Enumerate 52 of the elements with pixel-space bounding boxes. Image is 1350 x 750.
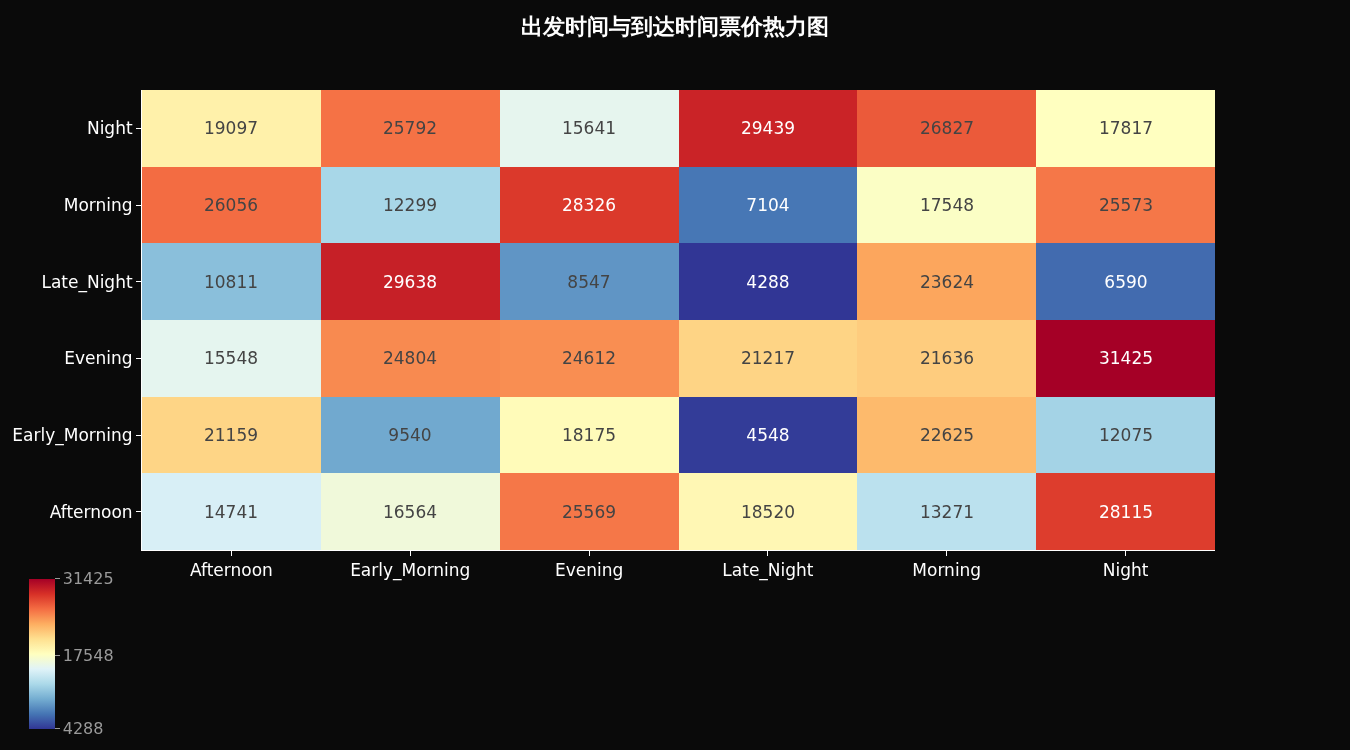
data-label: 15548 [203, 347, 259, 368]
data-label: 12075 [1098, 424, 1154, 445]
data-label: 25569 [561, 501, 617, 522]
data-label: 6590 [1104, 271, 1148, 292]
data-label: 16564 [382, 501, 438, 522]
data-label: 13271 [919, 501, 975, 522]
x-tick-label: Afternoon [189, 560, 273, 581]
data-label: 4288 [746, 271, 790, 292]
data-label: 9540 [388, 424, 432, 445]
data-label: 28115 [1098, 501, 1154, 522]
data-label: 22625 [919, 424, 975, 445]
x-tick-label: Night [1102, 560, 1149, 581]
data-label: 24804 [382, 347, 438, 368]
data-label: 25792 [382, 117, 438, 138]
data-label: 17548 [919, 194, 975, 215]
data-label: 21217 [740, 347, 796, 368]
y-tick-label: Morning [63, 194, 133, 215]
color-bar-label: 17548 [62, 645, 114, 665]
color-bar-label: 31425 [62, 569, 114, 589]
x-tick-label: Morning [912, 560, 982, 581]
data-label: 26056 [203, 194, 259, 215]
data-label: 29439 [740, 117, 796, 138]
y-tick-label: Evening [64, 348, 133, 369]
data-label: 18520 [740, 501, 796, 522]
color-bar-label: 4288 [62, 719, 104, 739]
x-tick-label: Evening [554, 560, 624, 581]
data-label: 24612 [561, 347, 617, 368]
y-tick-label: Early_Morning [12, 424, 133, 446]
data-label: 12299 [382, 194, 438, 215]
chart-title: 出发时间与到达时间票价热力图 [521, 14, 829, 40]
y-tick-label: Night [86, 118, 133, 139]
data-label: 21159 [203, 424, 259, 445]
data-label: 18175 [561, 424, 617, 445]
data-label: 15641 [561, 117, 617, 138]
data-label: 29638 [382, 271, 438, 292]
data-label: 4548 [746, 424, 790, 445]
data-label: 19097 [203, 117, 259, 138]
data-label: 23624 [919, 271, 975, 292]
y-tick-label: Late_Night [41, 271, 133, 293]
x-tick-label: Early_Morning [350, 560, 471, 582]
data-label: 28326 [561, 194, 617, 215]
x-tick-label: Late_Night [722, 560, 814, 582]
data-label: 17817 [1098, 117, 1154, 138]
data-label: 25573 [1098, 194, 1154, 215]
data-label: 14741 [203, 501, 259, 522]
data-label: 26827 [919, 117, 975, 138]
data-label: 8547 [567, 271, 611, 292]
data-label: 7104 [746, 194, 790, 215]
data-label: 10811 [203, 271, 259, 292]
data-label: 31425 [1098, 347, 1154, 368]
data-label: 21636 [919, 347, 975, 368]
y-tick-label: Afternoon [49, 501, 133, 522]
